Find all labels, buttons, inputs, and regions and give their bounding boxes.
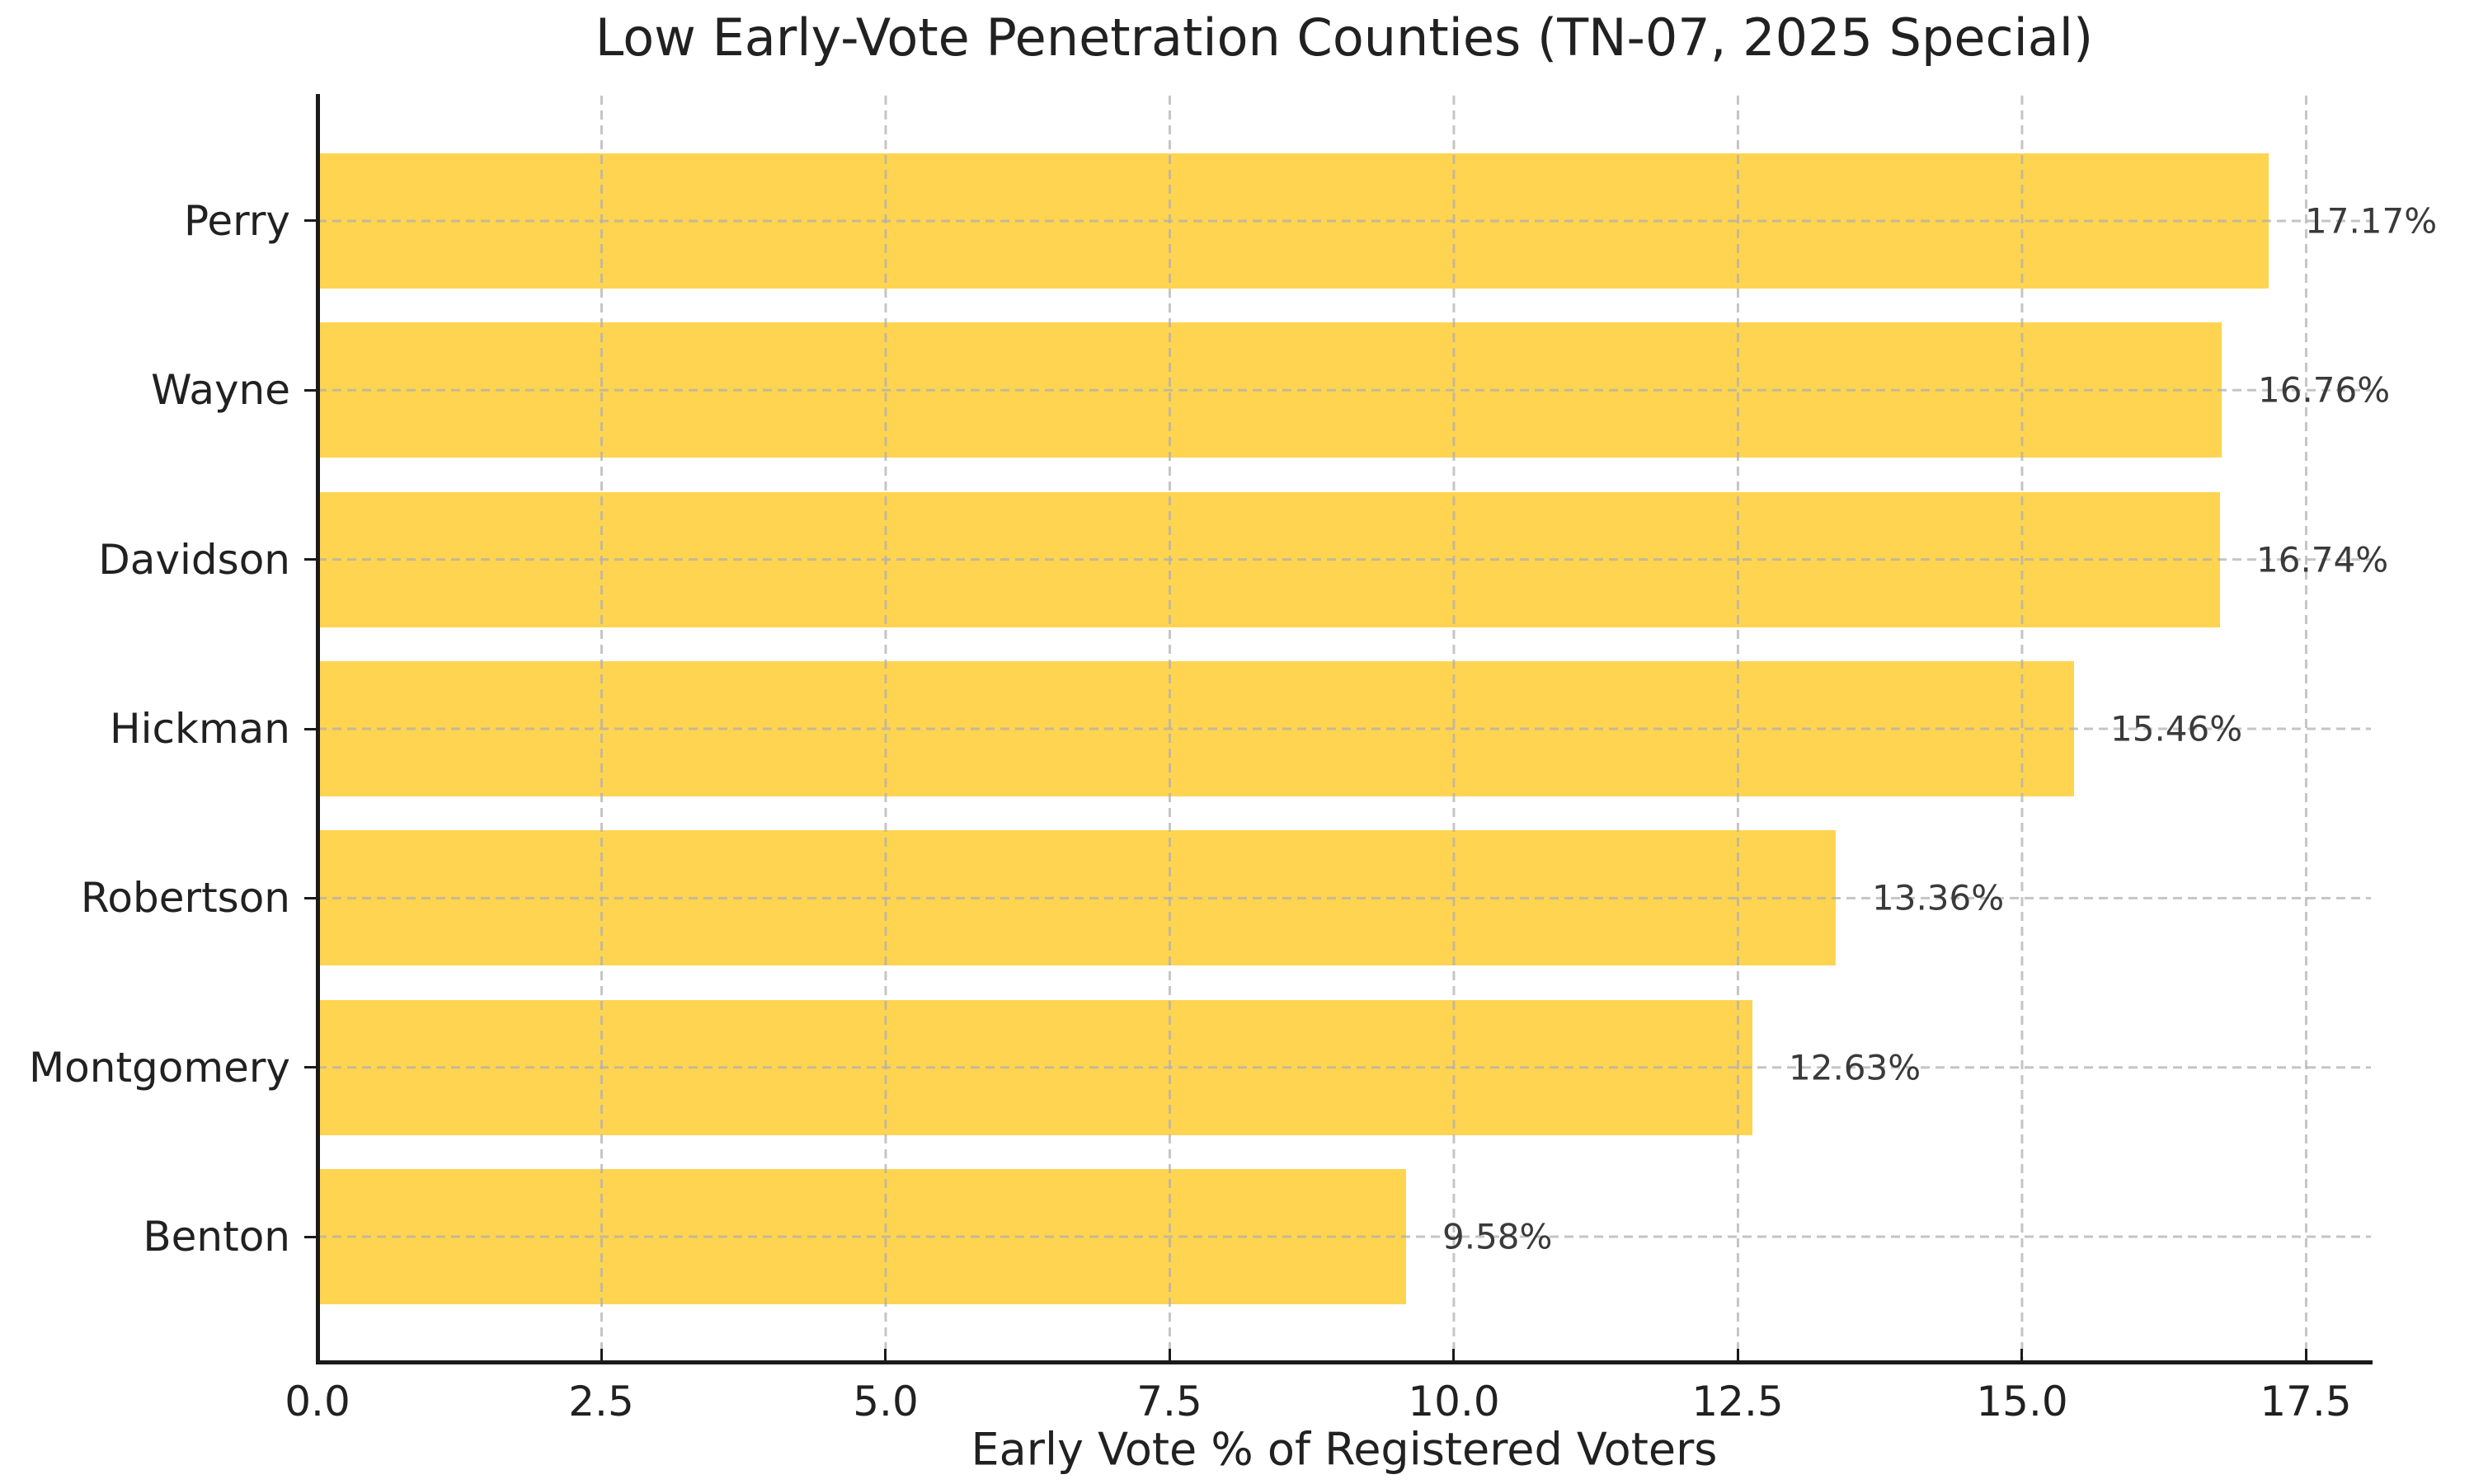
bar-value-label-benton: 9.58% [1442,1216,1553,1257]
x-axis-spine [316,1360,2373,1364]
chart-title: Low Early-Vote Penetration Counties (TN-… [595,7,2094,68]
x-tick-label-10-0: 10.0 [1408,1378,1500,1425]
bar-value-label-davidson: 16.74% [2256,539,2389,580]
x-tick-label-12-5: 12.5 [1691,1378,1784,1425]
y-tick-label-benton: Benton [143,1213,290,1261]
y-tick-mark-benton [304,1236,317,1238]
x-tick-label-0-0: 0.0 [285,1378,350,1425]
x-tick-label-17-5: 17.5 [2260,1378,2352,1425]
x-tick-mark-12-5 [1737,1349,1739,1362]
bar-value-label-perry: 17.17% [2305,200,2438,242]
y-tick-label-wayne: Wayne [151,366,290,414]
x-tick-mark-2-5 [600,1349,603,1362]
y-tick-mark-hickman [304,728,317,730]
x-tick-mark-15-0 [2020,1349,2023,1362]
x-tick-label-5-0: 5.0 [853,1378,919,1425]
x-tick-mark-17-5 [2305,1349,2307,1362]
y-tick-label-montgomery: Montgomery [29,1044,290,1092]
x-tick-label-7-5: 7.5 [1136,1378,1202,1425]
bar-value-label-robertson: 13.36% [1872,877,2005,918]
y-tick-mark-wayne [304,389,317,392]
x-axis-label: Early Vote % of Registered Voters [971,1423,1718,1476]
x-tick-mark-5-0 [884,1349,887,1362]
y-tick-mark-davidson [304,558,317,561]
x-tick-mark-0-0 [317,1349,319,1362]
y-tick-mark-robertson [304,897,317,899]
bar-value-label-hickman: 15.46% [2110,708,2243,749]
y-tick-label-robertson: Robertson [80,874,290,922]
x-tick-mark-7-5 [1169,1349,1171,1362]
y-axis-spine [316,94,320,1364]
x-tick-label-15-0: 15.0 [1976,1378,2068,1425]
y-tick-label-davidson: Davidson [98,536,290,584]
bar-value-label-montgomery: 12.63% [1789,1047,1921,1088]
gridlines-layer [317,96,2371,1362]
x-tick-mark-10-0 [1452,1349,1455,1362]
bar-value-label-wayne: 16.76% [2258,369,2391,411]
y-tick-label-perry: Perry [184,197,290,245]
x-tick-label-2-5: 2.5 [568,1378,634,1425]
y-tick-label-hickman: Hickman [110,705,290,753]
y-tick-mark-montgomery [304,1066,317,1068]
y-tick-mark-perry [304,219,317,222]
